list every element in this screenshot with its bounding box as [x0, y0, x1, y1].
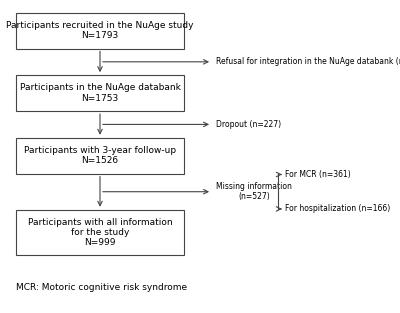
Text: Missing information
(n=527): Missing information (n=527) — [216, 182, 292, 201]
Text: For MCR (n=361): For MCR (n=361) — [285, 170, 350, 179]
Text: For hospitalization (n=166): For hospitalization (n=166) — [285, 204, 390, 213]
Text: Participants with 3-year follow-up
N=1526: Participants with 3-year follow-up N=152… — [24, 146, 176, 165]
Text: MCR: Motoric cognitive risk syndrome: MCR: Motoric cognitive risk syndrome — [16, 284, 187, 292]
Text: Participants with all information
for the study
N=999: Participants with all information for th… — [28, 218, 172, 247]
FancyBboxPatch shape — [16, 13, 184, 49]
Text: Participants recruited in the NuAge study
N=1793: Participants recruited in the NuAge stud… — [6, 21, 194, 40]
FancyBboxPatch shape — [16, 75, 184, 111]
Text: Dropout (n=227): Dropout (n=227) — [216, 120, 281, 129]
Text: Refusal for integration in the NuAge databank (n=40): Refusal for integration in the NuAge dat… — [216, 57, 400, 66]
FancyBboxPatch shape — [16, 138, 184, 174]
Text: Participants in the NuAge databank
N=1753: Participants in the NuAge databank N=175… — [20, 84, 180, 103]
FancyBboxPatch shape — [16, 210, 184, 255]
